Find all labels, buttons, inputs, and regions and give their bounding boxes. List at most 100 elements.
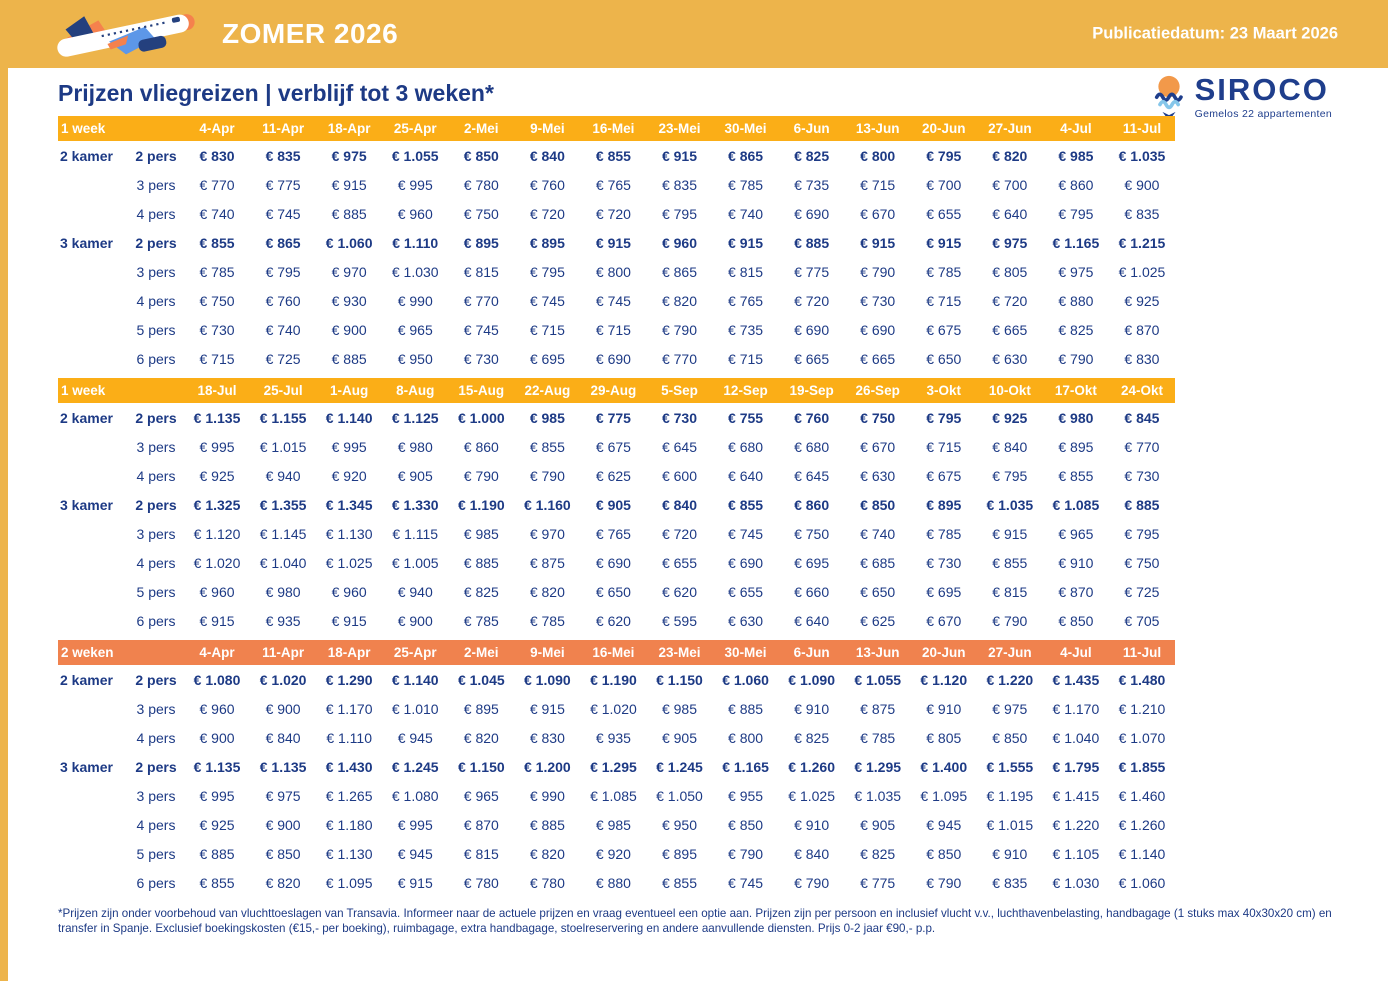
price-cell: € 935 [595,729,631,746]
price-cell: € 855 [199,874,235,891]
price-cell: € 700 [992,176,1028,193]
top-banner: ZOMER 2026 Publicatiedatum: 23 Maart 202… [0,0,1388,68]
price-cell: € 1.005 [391,554,439,571]
price-cell: € 910 [794,700,830,717]
price-cell: € 1.110 [392,234,439,251]
date-header-cell: 29-Aug [590,383,637,398]
price-cell: € 825 [463,583,499,600]
date-header-cell: 15-Aug [458,383,505,398]
price-cell: € 1.150 [656,671,703,688]
publication-date: Publicatiedatum: 23 Maart 2026 [1092,24,1338,43]
price-cell: € 760 [529,176,565,193]
price-cell: € 905 [595,496,631,513]
price-cell: € 630 [860,467,896,484]
date-header-cell: 27-Jun [988,645,1032,660]
pers-label: 2 pers [135,758,177,775]
price-cell: € 715 [728,350,764,367]
price-cell: € 1.245 [656,758,703,775]
price-cell: € 1.020 [259,671,307,688]
price-cell: € 885 [529,816,565,833]
kamer-label: 3 kamer [60,234,113,251]
price-cell: € 1.265 [325,787,373,804]
date-header-cell: 18-Apr [327,645,371,660]
date-header-cell: 30-Mei [724,121,767,136]
price-cell: € 775 [265,176,301,193]
date-header-cell: 11-Jul [1122,645,1162,660]
price-cell: € 885 [199,845,235,862]
price-cell: € 775 [595,409,631,426]
price-cell: € 820 [992,147,1028,164]
price-cell: € 1.855 [1118,758,1166,775]
price-cell: € 645 [661,438,698,455]
price-cell: € 785 [529,612,565,629]
price-cell: € 790 [794,874,830,891]
price-cell: € 1.150 [457,758,505,775]
price-cell: € 1.295 [590,758,637,775]
price-row: 2 kamer 2 pers € 1.135 € 1.155 € 1.140 € 1.12… [58,403,1175,432]
price-cell: € 670 [926,612,962,629]
date-header-cell: 20-Jun [922,121,966,136]
price-row: 4 pers € 900 € 840 € 1.110 € 945 € 820 € 830 € … [58,723,1175,752]
price-cell: € 900 [1124,176,1160,193]
price-cell: € 850 [728,816,764,833]
price-cell: € 1.135 [259,758,307,775]
price-cell: € 785 [926,263,962,280]
price-cell: € 745 [463,321,499,338]
price-cell: € 985 [529,409,565,426]
date-header-cell: 18-Jul [197,383,237,398]
price-cell: € 940 [265,467,301,484]
price-cell: € 805 [926,729,962,746]
price-cell: € 985 [595,816,631,833]
price-cell: € 825 [794,147,830,164]
price-cell: € 1.080 [193,671,241,688]
footnote: *Prijzen zijn onder voorbehoud van vluch… [58,907,1332,936]
price-cell: € 830 [199,147,235,164]
price-cell: € 625 [860,612,896,629]
price-cell: € 1.210 [1118,700,1166,717]
price-cell: € 920 [331,467,367,484]
date-header-cell: 18-Apr [327,121,371,136]
price-cell: € 1.260 [1118,816,1166,833]
price-cell: € 905 [661,729,698,746]
price-cell: € 780 [463,176,499,193]
price-cell: € 985 [1058,147,1094,164]
price-cell: € 960 [661,234,698,251]
price-cell: € 800 [860,147,896,164]
date-header-cell: 22-Aug [524,383,571,398]
price-row: 5 pers € 960 € 980 € 960 € 940 € 825 € 820 € 65… [58,577,1175,606]
price-cell: € 1.145 [259,525,307,542]
date-header-cell: 25-Jul [263,383,303,398]
price-row: 3 kamer 2 pers € 1.325 € 1.355 € 1.345 € 1.33… [58,490,1175,519]
price-cell: € 785 [199,263,235,280]
price-cell: € 1.190 [590,671,637,688]
date-header-cell: 3-Okt [926,383,962,398]
price-cell: € 975 [1058,263,1094,280]
price-cell: € 690 [794,205,830,222]
pers-label: 4 pers [136,729,176,746]
price-cell: € 1.105 [1052,845,1100,862]
date-header-cell: 23-Mei [658,121,701,136]
price-cell: € 790 [1058,350,1094,367]
airplane-icon [50,4,202,71]
price-cell: € 675 [926,467,962,484]
price-cell: € 1.795 [1052,758,1100,775]
date-header-cell: 19-Sep [789,383,834,398]
price-cell: € 700 [926,176,962,193]
price-cell: € 715 [595,321,631,338]
price-cell: € 820 [529,845,565,862]
price-cell: € 925 [199,816,235,833]
price-cell: € 730 [661,409,698,426]
date-header-cell: 26-Sep [855,383,900,398]
pers-label: 6 pers [136,350,176,367]
price-cell: € 765 [595,176,631,193]
date-header-cell: 23-Mei [658,645,701,660]
date-header-cell: 10-Okt [988,383,1031,398]
price-cell: € 860 [1058,176,1094,193]
price-cell: € 620 [661,583,698,600]
price-cell: € 1.080 [391,787,439,804]
price-cell: € 1.115 [392,525,439,542]
price-cell: € 650 [860,583,896,600]
price-cell: € 1.085 [590,787,637,804]
price-cell: € 835 [265,147,301,164]
price-cell: € 1.030 [1052,874,1100,891]
